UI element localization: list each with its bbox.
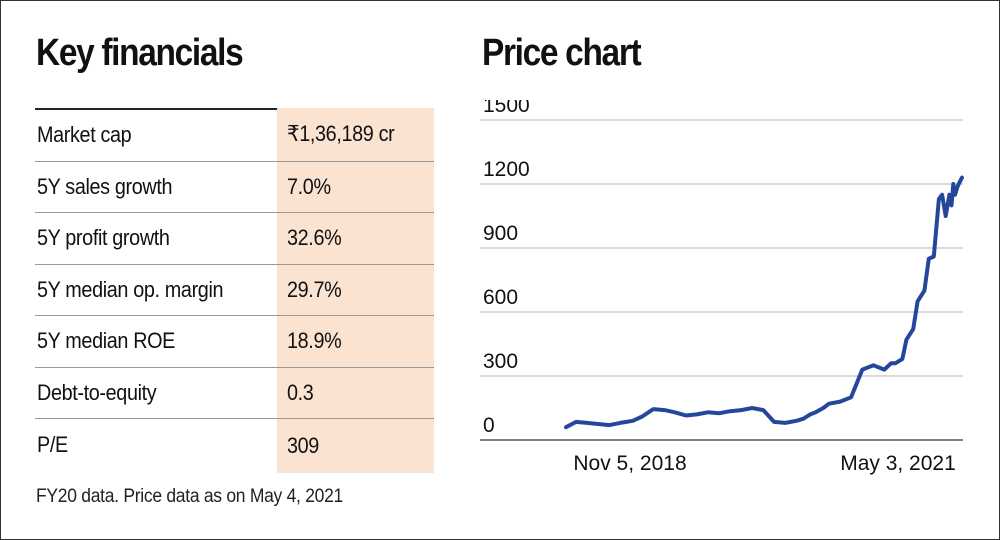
table-row-roe: 5Y median ROE 18.9%	[35, 316, 434, 368]
row-value: 29.7%	[287, 276, 342, 302]
row-value: 32.6%	[287, 225, 342, 251]
y-tick-label: 1500	[483, 100, 530, 117]
row-value: 309	[287, 432, 319, 458]
row-label: 5Y median op. margin	[37, 276, 224, 302]
row-label: 5Y sales growth	[37, 173, 173, 199]
y-tick-label: 600	[483, 286, 518, 309]
value-cell: 309	[277, 419, 434, 473]
row-label: 5Y profit growth	[37, 225, 170, 251]
y-tick-label: 1200	[483, 158, 530, 181]
row-value: 18.9%	[287, 328, 342, 354]
x-tick-label: Nov 5, 2018	[573, 452, 686, 475]
key-financials-table: Market cap ₹1,36,189 cr 5Y sales growth …	[35, 108, 434, 473]
row-value: 7.0%	[287, 173, 331, 199]
table-row-sales-growth: 5Y sales growth 7.0%	[35, 161, 434, 213]
row-label: Debt-to-equity	[37, 379, 157, 405]
row-label: 5Y median ROE	[37, 328, 176, 354]
row-value: ₹1,36,189 cr	[287, 121, 395, 147]
table-row-profit-growth: 5Y profit growth 32.6%	[35, 213, 434, 265]
value-cell: 0.3	[277, 367, 434, 418]
table-row-market-cap: Market cap ₹1,36,189 cr	[35, 108, 434, 162]
value-cell: 29.7%	[277, 264, 434, 315]
value-cell: ₹1,36,189 cr	[277, 108, 434, 161]
value-cell: 32.6%	[277, 213, 434, 264]
footnote: FY20 data. Price data as on May 4, 2021	[36, 486, 343, 507]
value-cell: 7.0%	[277, 161, 434, 212]
row-label: P/E	[37, 431, 68, 457]
price-chart: 0 300 600 900 1200 1500 Nov 5, 2018 May 3, 2021	[480, 100, 964, 475]
key-financials-title: Key financials	[36, 32, 244, 74]
row-value: 0.3	[287, 379, 314, 405]
price-series-line	[564, 175, 964, 430]
row-label: Market cap	[37, 122, 132, 148]
y-tick-label: 0	[483, 414, 495, 437]
y-tick-label: 300	[483, 350, 518, 373]
table-row-op-margin: 5Y median op. margin 29.7%	[35, 264, 434, 316]
table-row-debt-to-equity: Debt-to-equity 0.3	[35, 367, 434, 419]
table-row-pe: P/E 309	[35, 419, 434, 473]
price-chart-title: Price chart	[482, 32, 642, 74]
y-tick-label: 900	[483, 222, 518, 245]
value-cell: 18.9%	[277, 316, 434, 367]
x-tick-label: May 3, 2021	[840, 452, 956, 475]
